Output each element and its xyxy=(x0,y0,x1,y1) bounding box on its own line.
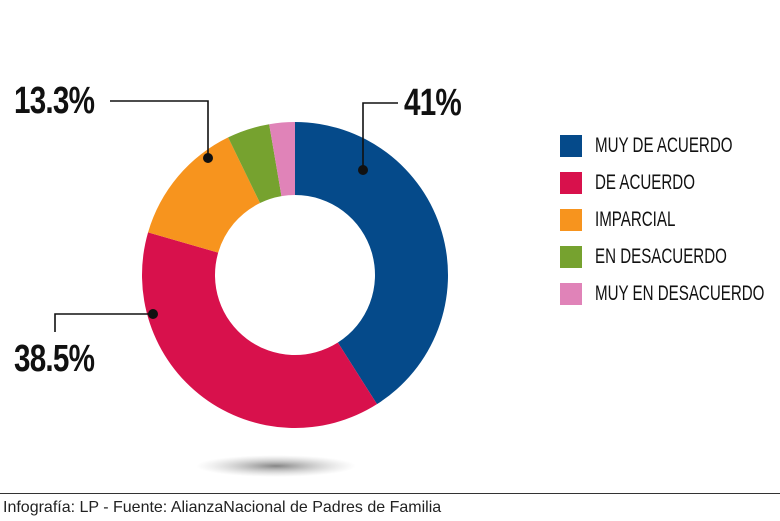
legend: MUY DE ACUERDO DE ACUERDO IMPARCIAL EN D… xyxy=(560,127,780,312)
legend-swatch xyxy=(560,134,582,157)
legend-swatch xyxy=(560,282,582,305)
legend-label: MUY DE ACUERDO xyxy=(595,133,733,157)
data-label-de-acuerdo: 38.5% xyxy=(14,338,95,380)
footer-credit: Infografía: LP - Fuente: AlianzaNacional… xyxy=(3,499,442,516)
legend-label: IMPARCIAL xyxy=(595,207,676,231)
leader-dot-13-3 xyxy=(203,153,213,163)
legend-label: MUY EN DESACUERDO xyxy=(595,281,765,305)
data-label-muy-de-acuerdo: 41% xyxy=(404,82,462,124)
leader-line-13-3 xyxy=(110,100,209,158)
leader-dot-38-5 xyxy=(148,309,158,319)
legend-item-de-acuerdo: DE ACUERDO xyxy=(560,164,780,201)
chart-shadow xyxy=(196,455,356,477)
slice-en-desacuerdo xyxy=(228,124,282,204)
leader-line-38-5 xyxy=(54,313,153,332)
slice-imparcial xyxy=(148,137,261,253)
slice-de-acuerdo xyxy=(142,232,377,428)
legend-item-en-desacuerdo: EN DESACUERDO xyxy=(560,238,780,275)
legend-item-imparcial: IMPARCIAL xyxy=(560,201,780,238)
legend-swatch xyxy=(560,208,582,231)
legend-label: DE ACUERDO xyxy=(595,170,695,194)
legend-swatch xyxy=(560,171,582,194)
footer-divider xyxy=(0,493,780,494)
legend-label: EN DESACUERDO xyxy=(595,244,727,268)
leader-line-41 xyxy=(362,102,398,170)
legend-item-muy-en-desacuerdo: MUY EN DESACUERDO xyxy=(560,275,780,312)
data-label-imparcial: 13.3% xyxy=(14,80,95,122)
legend-swatch xyxy=(560,245,582,268)
legend-item-muy-de-acuerdo: MUY DE ACUERDO xyxy=(560,127,780,164)
leader-dot-41 xyxy=(358,165,368,175)
slice-muy-en-desacuerdo xyxy=(269,122,295,197)
slice-muy-de-acuerdo xyxy=(295,122,448,405)
